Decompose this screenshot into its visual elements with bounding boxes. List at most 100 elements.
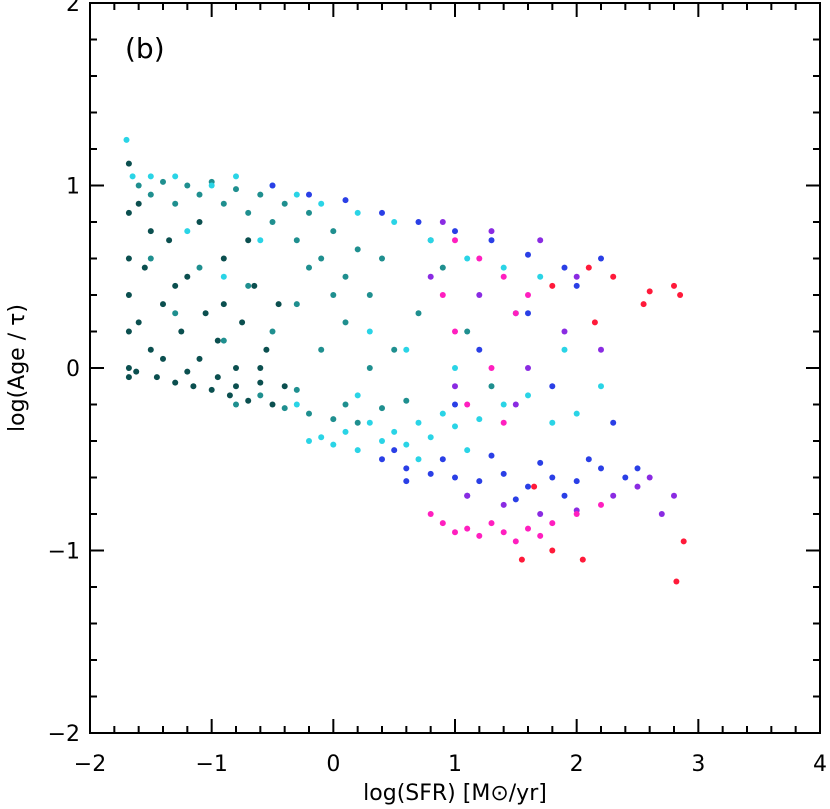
data-point bbox=[379, 209, 385, 216]
data-point bbox=[452, 383, 458, 390]
data-point bbox=[427, 273, 434, 280]
data-point bbox=[500, 419, 507, 426]
data-point bbox=[366, 419, 373, 426]
data-point bbox=[184, 273, 191, 280]
x-tick-label: 3 bbox=[691, 752, 705, 777]
data-point bbox=[391, 447, 398, 454]
data-point bbox=[427, 237, 434, 244]
data-point bbox=[500, 264, 507, 271]
data-points bbox=[123, 136, 687, 585]
data-point bbox=[366, 365, 373, 371]
data-point bbox=[147, 346, 154, 353]
data-point bbox=[226, 392, 233, 399]
data-point bbox=[610, 419, 617, 426]
data-point bbox=[476, 255, 483, 262]
data-point bbox=[646, 288, 653, 295]
data-point bbox=[452, 365, 458, 371]
data-point bbox=[293, 401, 300, 408]
data-point bbox=[125, 365, 132, 371]
data-point bbox=[476, 478, 483, 485]
data-point bbox=[172, 173, 179, 180]
data-point bbox=[220, 273, 227, 280]
data-point bbox=[525, 251, 531, 258]
data-point bbox=[549, 383, 556, 390]
data-point bbox=[220, 301, 227, 308]
data-point bbox=[330, 292, 337, 298]
data-point bbox=[354, 246, 361, 253]
data-point bbox=[379, 405, 385, 412]
data-point bbox=[525, 525, 531, 532]
data-point bbox=[125, 160, 132, 167]
data-point bbox=[525, 483, 531, 490]
data-point bbox=[512, 538, 519, 545]
data-point bbox=[439, 456, 446, 463]
data-point bbox=[488, 452, 495, 459]
data-point bbox=[330, 228, 337, 235]
data-point bbox=[330, 441, 337, 448]
data-point bbox=[366, 328, 373, 335]
data-point bbox=[366, 292, 373, 298]
data-point bbox=[403, 465, 410, 472]
data-point bbox=[275, 301, 282, 308]
data-point bbox=[403, 478, 410, 485]
data-point bbox=[172, 379, 179, 386]
data-point bbox=[135, 319, 142, 326]
data-point bbox=[537, 532, 544, 539]
data-point bbox=[598, 255, 604, 262]
data-point bbox=[658, 511, 665, 517]
data-point bbox=[379, 255, 385, 262]
data-point bbox=[452, 228, 458, 235]
data-point bbox=[293, 191, 300, 198]
data-point bbox=[160, 178, 166, 185]
data-point bbox=[476, 532, 483, 539]
data-point bbox=[318, 255, 325, 262]
data-point bbox=[427, 434, 434, 441]
data-point bbox=[239, 319, 246, 326]
data-point bbox=[452, 423, 458, 430]
data-point bbox=[160, 355, 166, 362]
data-point bbox=[452, 529, 458, 536]
data-point bbox=[125, 255, 132, 262]
data-point bbox=[525, 310, 531, 317]
data-point bbox=[439, 520, 446, 527]
data-point bbox=[537, 237, 544, 244]
data-point bbox=[427, 470, 434, 477]
axis-ticks bbox=[89, 2, 821, 734]
data-point bbox=[257, 237, 264, 244]
data-point bbox=[549, 282, 556, 289]
data-point bbox=[184, 368, 191, 375]
data-point bbox=[257, 379, 264, 386]
data-point bbox=[525, 365, 531, 371]
data-point bbox=[585, 264, 592, 271]
data-point bbox=[379, 456, 385, 463]
data-point bbox=[306, 410, 312, 417]
data-point bbox=[452, 401, 458, 408]
data-point bbox=[537, 273, 544, 280]
data-point bbox=[561, 346, 568, 353]
data-point bbox=[251, 282, 258, 289]
data-point bbox=[354, 447, 361, 454]
data-point bbox=[318, 200, 325, 207]
data-point bbox=[525, 292, 531, 298]
data-point bbox=[673, 578, 680, 585]
data-point bbox=[391, 219, 398, 225]
data-point bbox=[512, 310, 519, 317]
data-point bbox=[439, 219, 446, 225]
data-point bbox=[125, 292, 132, 298]
data-point bbox=[512, 496, 519, 503]
data-point bbox=[488, 228, 495, 235]
data-point bbox=[415, 456, 422, 463]
data-point bbox=[403, 441, 410, 448]
data-point bbox=[172, 282, 179, 289]
data-point bbox=[342, 428, 349, 435]
data-point bbox=[220, 337, 227, 344]
data-point bbox=[525, 392, 531, 399]
data-point bbox=[610, 492, 617, 499]
data-point bbox=[476, 292, 483, 298]
data-point bbox=[464, 401, 471, 408]
data-point bbox=[196, 264, 203, 271]
data-point bbox=[147, 191, 154, 198]
data-point bbox=[598, 383, 604, 390]
data-point bbox=[415, 419, 422, 426]
